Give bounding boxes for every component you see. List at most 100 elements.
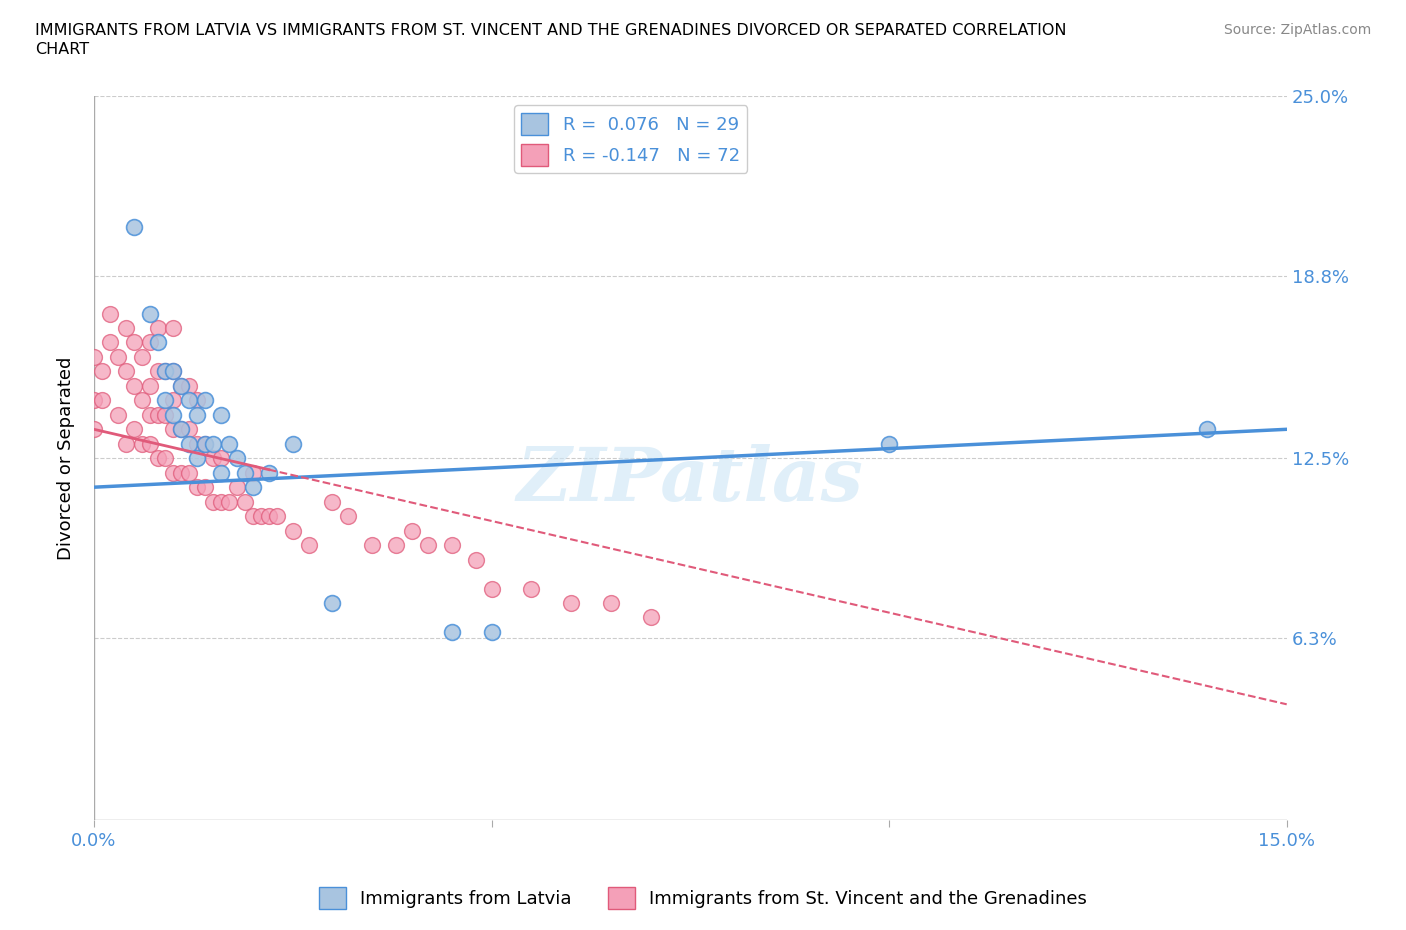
Y-axis label: Divorced or Separated: Divorced or Separated [58,356,75,560]
Point [179,422,201,437]
Text: CHART: CHART [35,42,89,57]
Point [464,552,486,567]
Point [162,465,184,480]
Point [202,436,225,451]
Point [194,436,217,451]
Point [138,306,160,321]
Point [481,581,503,596]
Point [520,581,543,596]
Point [138,379,160,393]
Point [194,480,217,495]
Point [83,350,105,365]
Point [242,465,264,480]
Legend: R =  0.076   N = 29, R = -0.147   N = 72: R = 0.076 N = 29, R = -0.147 N = 72 [515,105,747,173]
Point [122,379,145,393]
Point [114,436,136,451]
Point [186,451,208,466]
Point [440,624,463,639]
Point [401,524,423,538]
Legend: Immigrants from Latvia, Immigrants from St. Vincent and the Grenadines: Immigrants from Latvia, Immigrants from … [312,880,1094,916]
Text: IMMIGRANTS FROM LATVIA VS IMMIGRANTS FROM ST. VINCENT AND THE GRENADINES DIVORCE: IMMIGRANTS FROM LATVIA VS IMMIGRANTS FRO… [35,23,1067,38]
Point [170,422,193,437]
Point [170,422,193,437]
Point [194,392,217,407]
Text: ZIPatlas: ZIPatlas [517,444,863,516]
Point [170,379,193,393]
Point [122,219,145,234]
Point [560,595,582,610]
Point [122,335,145,350]
Point [202,451,225,466]
Point [321,494,343,509]
Point [107,407,129,422]
Point [98,306,121,321]
Point [337,509,360,524]
Point [138,335,160,350]
Point [107,350,129,365]
Point [186,480,208,495]
Point [162,407,184,422]
Point [209,451,232,466]
Point [361,538,384,552]
Point [440,538,463,552]
Point [179,465,201,480]
Point [416,538,439,552]
Point [155,451,177,466]
Point [298,538,321,552]
Point [155,407,177,422]
Point [90,364,112,379]
Point [131,350,153,365]
Point [146,407,169,422]
Point [83,392,105,407]
Point [1197,422,1219,437]
Point [233,465,256,480]
Point [209,465,232,480]
Point [281,436,304,451]
Point [162,364,184,379]
Point [233,494,256,509]
Text: Source: ZipAtlas.com: Source: ZipAtlas.com [1223,23,1371,37]
Point [155,364,177,379]
Point [218,436,240,451]
Point [218,494,240,509]
Point [242,480,264,495]
Point [226,480,249,495]
Point [481,624,503,639]
Point [83,422,105,437]
Point [209,494,232,509]
Point [131,436,153,451]
Point [266,509,288,524]
Point [385,538,408,552]
Point [877,436,900,451]
Point [98,335,121,350]
Point [194,436,217,451]
Point [226,451,249,466]
Point [162,364,184,379]
Point [131,392,153,407]
Point [209,407,232,422]
Point [146,364,169,379]
Point [155,364,177,379]
Point [138,407,160,422]
Point [257,509,280,524]
Point [186,436,208,451]
Point [186,407,208,422]
Point [162,392,184,407]
Point [599,595,621,610]
Point [146,451,169,466]
Point [138,436,160,451]
Point [179,392,201,407]
Point [179,436,201,451]
Point [186,392,208,407]
Point [179,379,201,393]
Point [90,392,112,407]
Point [250,509,273,524]
Point [170,465,193,480]
Point [321,595,343,610]
Point [162,422,184,437]
Point [242,509,264,524]
Point [155,392,177,407]
Point [114,321,136,336]
Point [281,524,304,538]
Point [114,364,136,379]
